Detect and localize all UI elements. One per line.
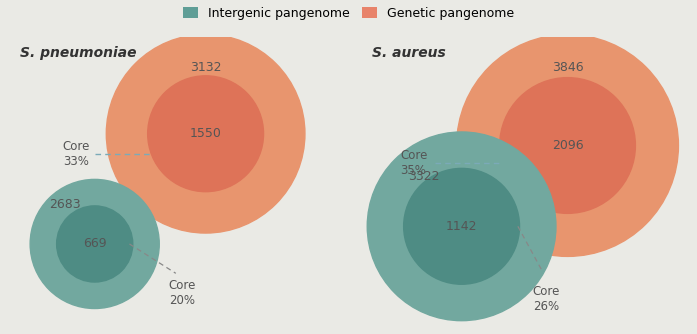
Ellipse shape — [500, 77, 636, 213]
Ellipse shape — [367, 132, 556, 321]
Ellipse shape — [148, 76, 263, 192]
Text: Core
26%: Core 26% — [533, 285, 560, 313]
Text: 1142: 1142 — [446, 220, 477, 233]
Text: 1550: 1550 — [190, 127, 222, 140]
Text: 3132: 3132 — [190, 61, 222, 74]
Legend: Intergenic pangenome, Genetic pangenome: Intergenic pangenome, Genetic pangenome — [179, 3, 518, 23]
Text: Core
33%: Core 33% — [63, 140, 90, 168]
Ellipse shape — [30, 179, 159, 309]
Ellipse shape — [106, 34, 305, 233]
Ellipse shape — [404, 168, 519, 284]
Text: Core
35%: Core 35% — [400, 149, 427, 177]
Text: 3846: 3846 — [552, 61, 583, 74]
Text: S. aureus: S. aureus — [372, 45, 446, 59]
Text: 2096: 2096 — [552, 139, 583, 152]
Text: 3322: 3322 — [408, 170, 439, 183]
Ellipse shape — [56, 206, 133, 282]
Text: Core
20%: Core 20% — [169, 279, 196, 307]
Text: S. pneumoniae: S. pneumoniae — [20, 45, 137, 59]
Text: 669: 669 — [83, 237, 107, 250]
Ellipse shape — [457, 35, 678, 257]
Text: 2683: 2683 — [49, 198, 81, 211]
